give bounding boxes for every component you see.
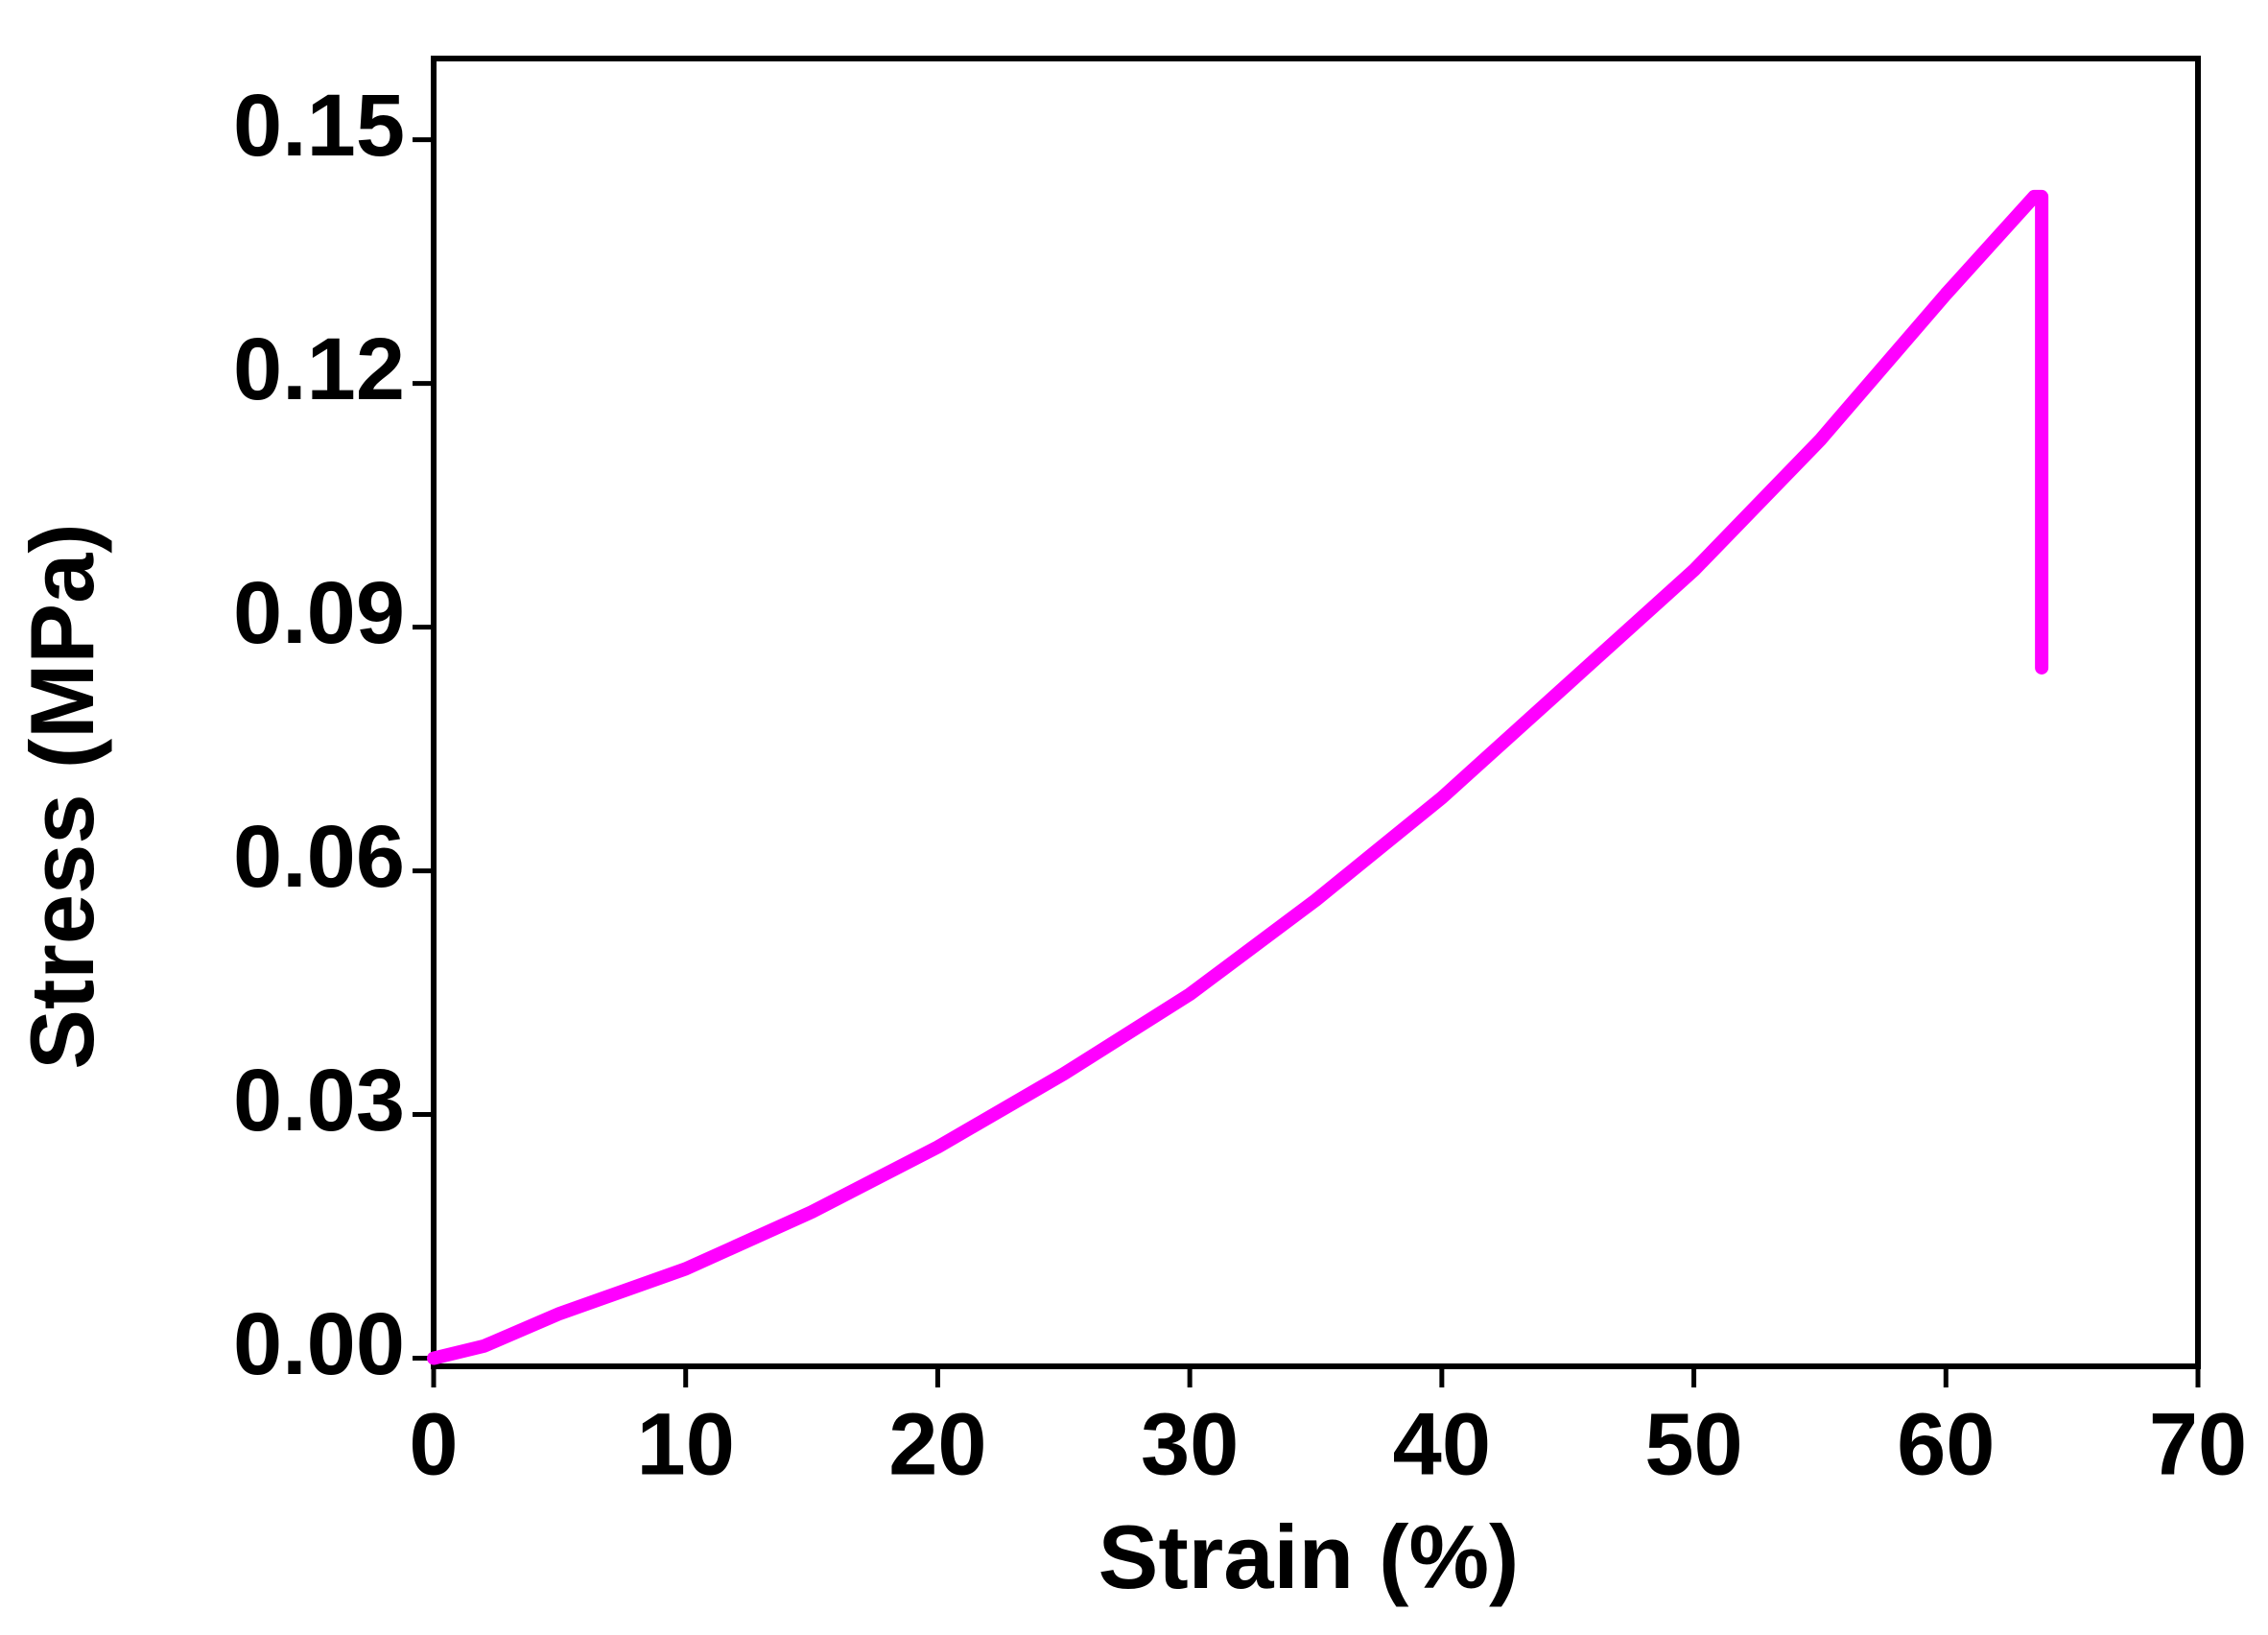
x-tick-label: 0 — [409, 1395, 458, 1493]
y-tick-label: 0.15 — [233, 77, 405, 175]
y-tick-label: 0.12 — [233, 320, 405, 418]
data-line — [427, 189, 2049, 1365]
y-tick-label: 0.00 — [233, 1295, 405, 1393]
x-axis-title: Strain (%) — [1099, 1506, 1520, 1607]
plot-frame — [431, 56, 2201, 1369]
x-tick-label: 60 — [1897, 1395, 1995, 1493]
y-tick-label: 0.03 — [233, 1052, 405, 1149]
y-tick-label: 0.09 — [233, 564, 405, 662]
y-axis-title: Stress (MPa) — [12, 523, 112, 1069]
x-tick-label: 20 — [888, 1395, 986, 1493]
x-tick-label: 40 — [1393, 1395, 1491, 1493]
x-tick-label: 30 — [1141, 1395, 1239, 1493]
x-tick-label: 70 — [2149, 1395, 2247, 1493]
x-tick-label: 10 — [637, 1395, 735, 1493]
x-tick-label: 50 — [1644, 1395, 1742, 1493]
y-tick-label: 0.06 — [233, 808, 405, 906]
